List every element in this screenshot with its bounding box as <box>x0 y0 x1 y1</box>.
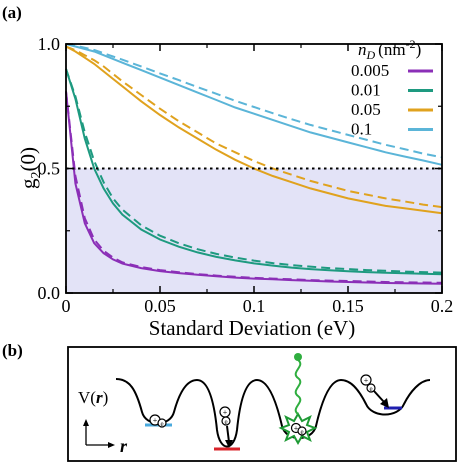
legend-label: 0.05 <box>351 100 381 119</box>
legend-label: 0.01 <box>351 81 381 100</box>
chart-a: 0 0.05 0.1 0.15 0.20.00.51.0 g2(0) Standard … <box>16 34 453 340</box>
y-tick-label: 0.5 <box>38 159 61 179</box>
series-0.05-dashed-line <box>65 45 443 209</box>
x-tick-label: 0.2 <box>431 296 454 316</box>
panel-a-label: (a) <box>2 3 22 22</box>
legend-label: 0.1 <box>351 120 372 139</box>
legend-title: nD (nm-2) <box>358 37 421 62</box>
y-tick-label: 1.0 <box>38 34 61 54</box>
series-lines <box>65 43 443 285</box>
exciton-3: + e <box>290 422 307 436</box>
svg-text:e: e <box>300 428 303 436</box>
svg-text:+: + <box>364 376 369 385</box>
exciton-1: + e <box>149 414 167 428</box>
series-0.01-dashed-line <box>65 68 443 274</box>
svg-text:e: e <box>160 420 163 428</box>
exciton-4: + e <box>360 374 389 408</box>
svg-text:+: + <box>223 408 228 417</box>
tick-labels: 0 0.05 0.1 0.15 0.20.00.51.0 <box>38 34 454 316</box>
x-tick-label: 0.15 <box>332 296 364 316</box>
r-axis-label: r <box>120 436 128 456</box>
diagram-b: + e + e + e + e <box>67 346 457 462</box>
series-0.01-solid-line <box>65 68 443 276</box>
svg-text:e: e <box>369 385 372 393</box>
relaxation-arrow <box>226 425 230 443</box>
series-0.005-dashed-line <box>65 91 443 284</box>
photon-wave-icon <box>294 359 302 415</box>
legend-label: 0.005 <box>351 61 389 80</box>
svg-text:e: e <box>224 418 227 426</box>
axis-ticks <box>65 43 443 294</box>
exciton-2: + e <box>219 406 233 448</box>
y-axis-label: g2(0) <box>16 147 44 189</box>
diagram-frame <box>67 346 457 462</box>
series-0.1-solid-line <box>65 43 443 166</box>
panel-b-label: (b) <box>2 341 23 360</box>
series-0.1-dashed-line <box>65 43 443 159</box>
potential-curve <box>115 378 431 448</box>
photon-dot <box>294 353 302 361</box>
y-tick-label: 0.0 <box>38 283 61 303</box>
shaded-region <box>66 168 442 293</box>
potential-label: V(r) <box>78 388 108 407</box>
svg-text:+: + <box>153 416 158 425</box>
x-axis-label: Standard Deviation (eV) <box>149 316 355 340</box>
x-tick-label: 0.05 <box>144 296 176 316</box>
relaxation-arrow <box>373 390 385 403</box>
x-tick-label: 0 <box>62 296 71 316</box>
svg-text:+: + <box>294 424 299 433</box>
x-tick-label: 0.1 <box>243 296 266 316</box>
series-0.05-solid-line <box>65 45 443 215</box>
